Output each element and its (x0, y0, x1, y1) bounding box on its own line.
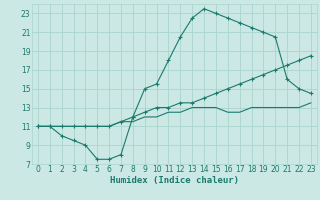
X-axis label: Humidex (Indice chaleur): Humidex (Indice chaleur) (110, 176, 239, 185)
